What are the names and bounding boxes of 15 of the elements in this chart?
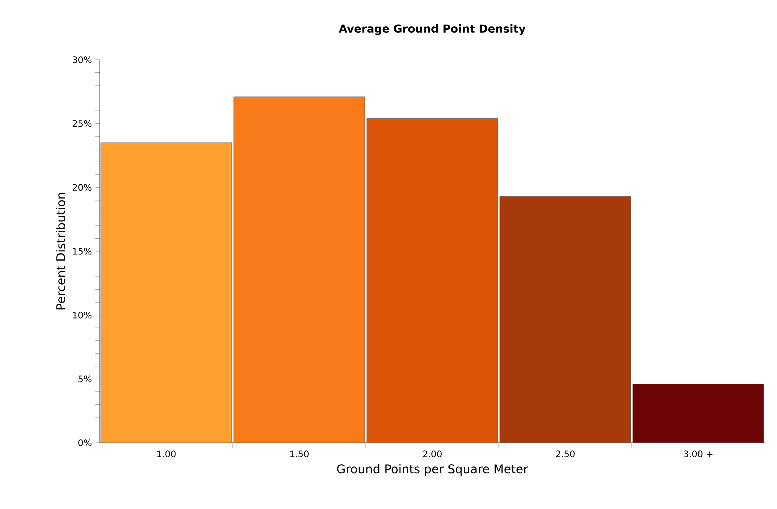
y-tick-label: 0%	[78, 440, 92, 446]
y-tick-label: 10%	[73, 312, 92, 319]
x-axis-title: Ground Points per Square Meter	[337, 464, 528, 476]
y-tick-label: 20%	[72, 184, 92, 192]
x-tick-label: 2.50	[556, 450, 575, 458]
y-tick-label: 5%	[78, 376, 92, 383]
y-tick-label: 25%	[72, 120, 92, 128]
x-tick-label: 1.00	[158, 450, 176, 458]
y-axis-title: Percent Distribution	[56, 193, 66, 310]
chart-title: Average Ground Point Density	[339, 24, 526, 36]
x-tick-label: 3.00 +	[684, 450, 713, 458]
y-tick-label: 30%	[72, 56, 92, 64]
x-tick-label: 2.00	[423, 450, 442, 458]
y-tick-label: 15%	[73, 248, 92, 255]
x-tick-label: 1.50	[290, 450, 309, 458]
